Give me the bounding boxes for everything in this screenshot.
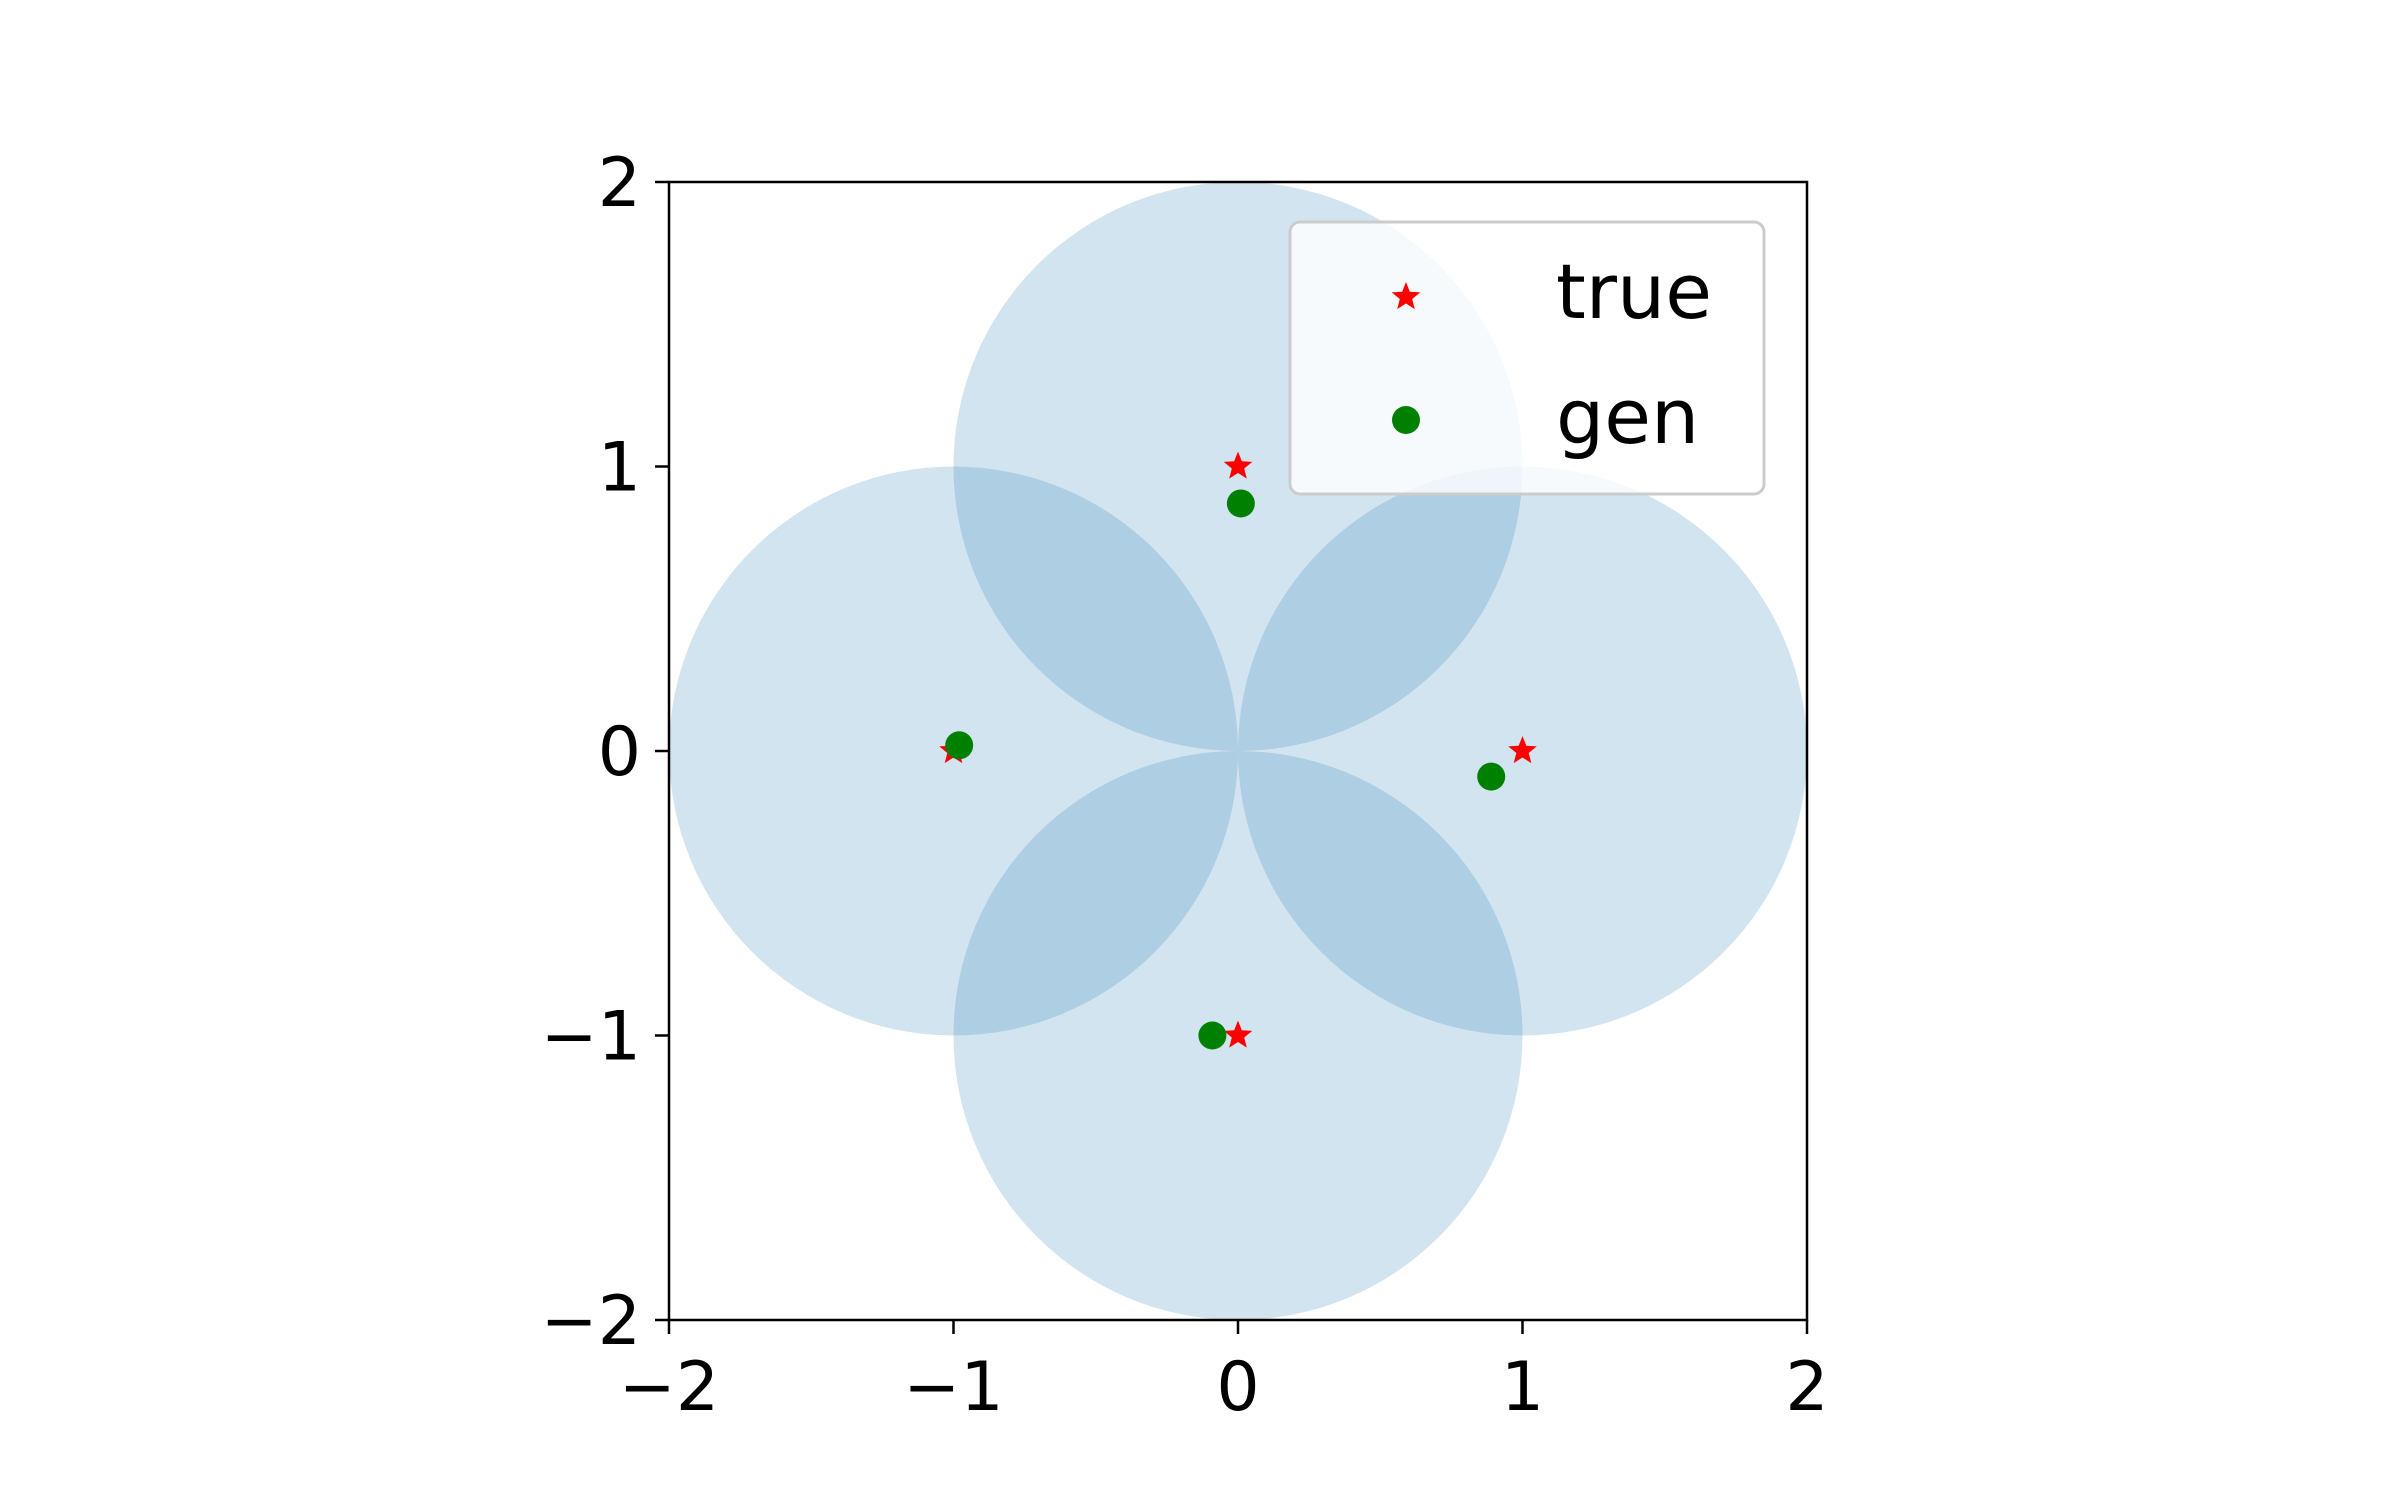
y-tick-label: −1	[541, 998, 641, 1077]
x-tick-label: 1	[1501, 1348, 1544, 1427]
y-tick-label: 0	[598, 713, 641, 792]
y-tick-label: 1	[598, 429, 641, 508]
ticks-layer: −2 −1 0 1 2 −2 −1 0 1 2	[541, 144, 1829, 1427]
y-tick-label: −2	[541, 1282, 641, 1361]
y-tick-label: 2	[598, 144, 641, 223]
gen-circle-point	[1198, 1021, 1227, 1050]
x-tick-label: −2	[619, 1348, 719, 1427]
gen-circle-point	[1477, 762, 1506, 791]
x-tick-label: 2	[1785, 1348, 1828, 1427]
points-layer	[939, 451, 1537, 1050]
true-star-point	[1223, 451, 1253, 479]
legend-label-gen: gen	[1556, 372, 1699, 461]
gen-circle-point	[945, 731, 974, 760]
legend-star-marker	[1391, 282, 1421, 310]
x-tick-label: −1	[903, 1348, 1003, 1427]
true-star-point	[1508, 736, 1537, 764]
x-tick-label: 0	[1216, 1348, 1259, 1427]
legend: true gen	[1288, 220, 1766, 496]
legend-circle-marker	[1392, 406, 1420, 434]
legend-label-true: true	[1556, 247, 1712, 336]
gen-circle-point	[1226, 489, 1255, 518]
true-star-point	[1223, 1020, 1253, 1048]
